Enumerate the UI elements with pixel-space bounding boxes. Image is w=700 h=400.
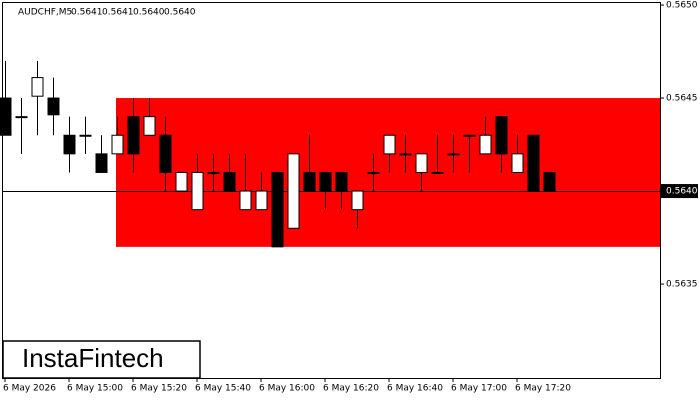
x-tick-label: 6 May 16:20	[323, 384, 379, 394]
candle-body	[127, 116, 140, 155]
candle-body	[63, 134, 76, 155]
candle-body	[239, 190, 252, 211]
candle-body	[15, 116, 28, 119]
candle-body	[383, 134, 396, 155]
candle-body	[111, 134, 124, 155]
candle-body	[511, 153, 524, 173]
candle-body	[175, 171, 188, 192]
x-tick-label: 6 May 15:40	[195, 384, 251, 394]
title-ohlc-value: 0.5640	[133, 8, 165, 18]
x-tick-label: 6 May 15:00	[67, 384, 123, 394]
candle-layer	[0, 60, 660, 248]
title-ohlc-value: 0.5641	[71, 8, 103, 18]
x-tick-label: 6 May 17:20	[515, 384, 571, 394]
watermark: InstaFintech	[22, 343, 164, 373]
candle-body	[367, 171, 380, 174]
y-tick-label: 0.5645	[666, 94, 698, 104]
x-tick-label: 6 May 16:40	[387, 384, 443, 394]
candle-body	[0, 97, 12, 136]
candle-body	[223, 171, 236, 192]
zone-layer	[116, 98, 660, 247]
candle-body	[191, 171, 204, 211]
candle-body	[79, 134, 92, 137]
zone	[116, 98, 660, 247]
y-tick-label: 0.5650	[666, 1, 698, 11]
last-price-box	[661, 184, 698, 199]
candle-body	[271, 171, 284, 248]
chart-title: AUDCHF,M5	[18, 8, 72, 18]
candle-body	[351, 190, 364, 211]
candle-body	[207, 171, 220, 174]
title-ohlc: 0.5641 0.5641 0.5640 0.5640	[71, 8, 196, 18]
candle-body	[527, 134, 540, 192]
title-ohlc-value: 0.5641	[102, 8, 134, 18]
candle-body	[143, 116, 156, 136]
candle-body	[479, 134, 492, 155]
x-tick-label: 6 May 17:00	[451, 384, 507, 394]
candle-body	[303, 171, 316, 192]
x-tick-label: 6 May 16:00	[259, 384, 315, 394]
candle-body	[431, 171, 444, 174]
candle-body	[319, 171, 332, 192]
candle-body	[399, 153, 412, 156]
y-tick-label: 0.5635	[666, 280, 698, 290]
candle-body	[495, 116, 508, 155]
candle-body	[335, 171, 348, 192]
candle-body	[47, 97, 60, 116]
x-tick-label: 6 May 2026	[3, 384, 56, 394]
candle-body	[415, 153, 428, 173]
x-tick-label: 6 May 15:20	[131, 384, 187, 394]
last-price-label: 0.5640	[666, 187, 698, 197]
candle-body	[31, 77, 44, 97]
candle-body	[463, 134, 476, 137]
candle-body	[287, 153, 300, 229]
candle-body	[543, 171, 556, 192]
candle-body	[159, 134, 172, 173]
candle-body	[447, 153, 460, 156]
watermark-box	[2, 340, 201, 379]
candle-body	[95, 153, 108, 173]
title-ohlc-value: 0.5640	[164, 8, 196, 18]
candle-body	[255, 190, 268, 211]
